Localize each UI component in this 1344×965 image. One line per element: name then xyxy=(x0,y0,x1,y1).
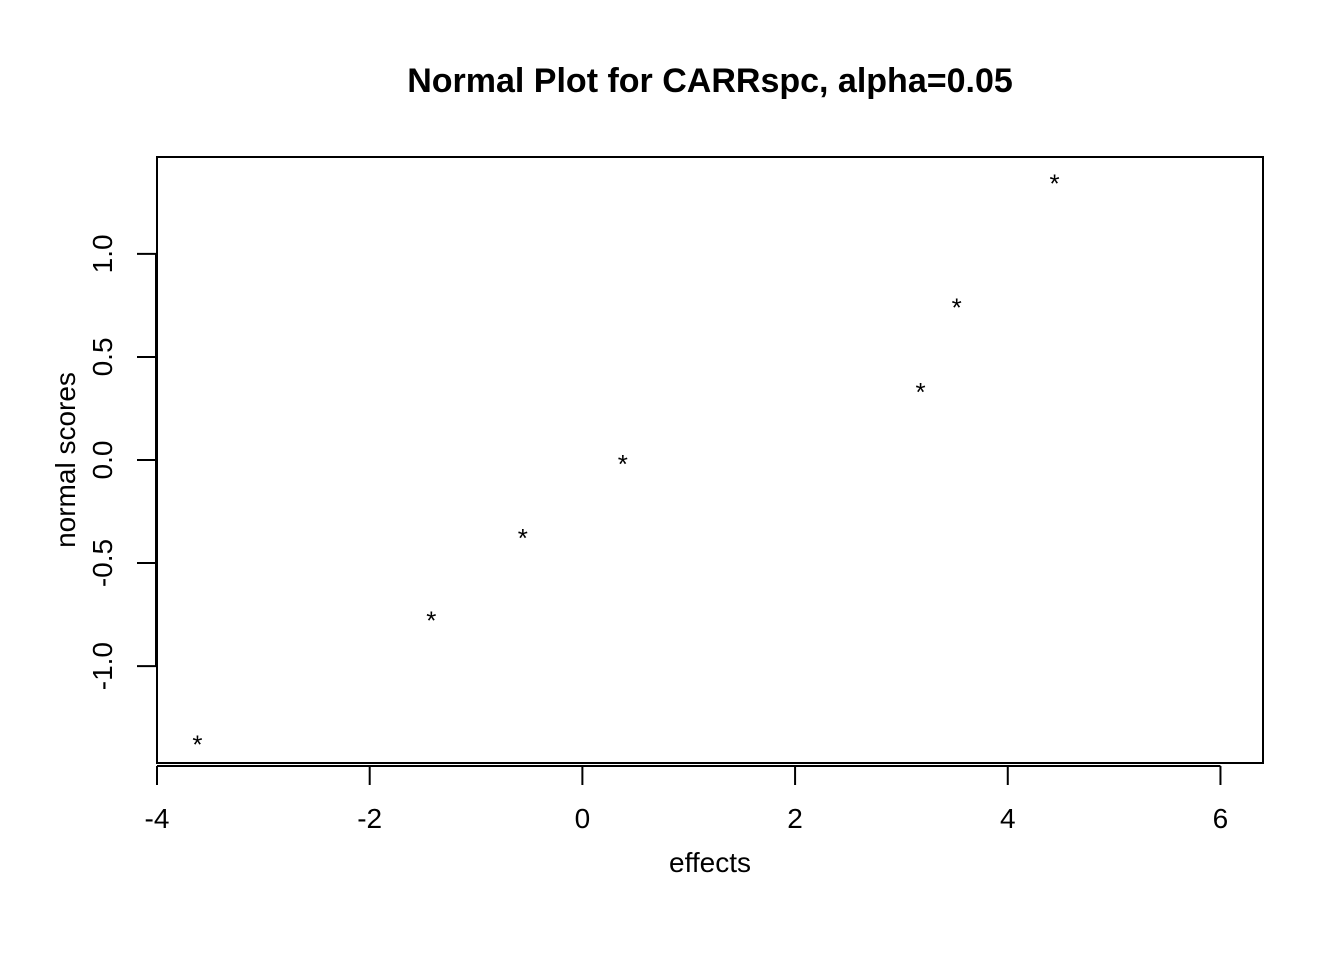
x-tick-label: -4 xyxy=(145,803,170,834)
x-axis-label: effects xyxy=(669,847,751,878)
data-point: * xyxy=(916,377,926,407)
x-tick-label: 2 xyxy=(787,803,803,834)
x-axis: -4 -2 0 2 4 6 xyxy=(145,765,1229,834)
plot-area-frame xyxy=(156,156,1264,764)
y-tick-label: 1.0 xyxy=(87,234,118,273)
data-point: * xyxy=(1049,169,1059,199)
data-points: * * * * * * * xyxy=(192,169,1059,760)
y-axis-label: normal scores xyxy=(50,372,81,548)
y-tick-label: -0.5 xyxy=(87,539,118,587)
chart-title: Normal Plot for CARRspc, alpha=0.05 xyxy=(407,62,1013,100)
x-tick-label: -2 xyxy=(357,803,382,834)
y-tick-label: 0.0 xyxy=(87,441,118,480)
x-tick-label: 0 xyxy=(575,803,591,834)
data-point: * xyxy=(426,606,436,636)
y-axis: -1.0 -0.5 0.0 0.5 1.0 xyxy=(87,234,157,690)
x-tick-label: 6 xyxy=(1213,803,1229,834)
y-tick-label: -1.0 xyxy=(87,642,118,690)
data-point: * xyxy=(518,523,528,553)
data-point: * xyxy=(618,449,628,479)
y-tick-label: 0.5 xyxy=(87,337,118,376)
x-tick-label: 4 xyxy=(1000,803,1016,834)
data-point: * xyxy=(952,292,962,322)
data-point: * xyxy=(192,729,202,759)
